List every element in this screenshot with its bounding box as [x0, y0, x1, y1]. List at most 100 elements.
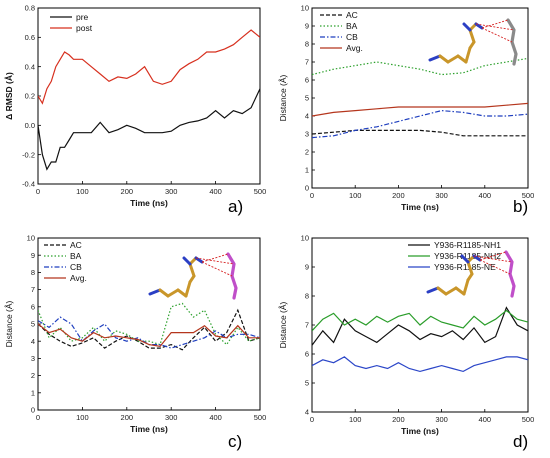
y-axis-label: Distance (Å) [4, 300, 14, 347]
y-tick-label: 3 [31, 354, 35, 363]
plot-frame [37, 7, 261, 185]
y-tick-label: -0.2 [22, 150, 35, 159]
y-tick-label: 1 [31, 388, 35, 397]
legend-entry: BA [70, 251, 82, 261]
x-tick-label: 500 [254, 413, 267, 422]
y-tick-label: 2 [305, 148, 309, 157]
x-tick-label: 400 [479, 191, 492, 200]
y-tick-label: 6 [31, 302, 35, 311]
x-tick-label: 100 [76, 187, 89, 196]
panel-b: 0 100 200 300 400 500 0 1 2 3 4 5 6 7 8 9 10 Time (ns) Dis… [278, 4, 534, 216]
y-tick-label: 1 [305, 166, 309, 175]
y-tick-label: 0.0 [25, 121, 35, 130]
x-tick-label: 500 [254, 187, 267, 196]
y-axis-label: Distance (Å) [278, 74, 288, 121]
y-tick-label: 9 [305, 263, 309, 272]
y-tick-label: 9 [31, 251, 35, 260]
panel-c: 0 100 200 300 400 500 0 1 2 3 4 5 6 7 8 9 10 Time (ns) Dis… [4, 234, 266, 451]
x-tick-label: 300 [165, 413, 178, 422]
series-line-y936-r1185-nh1 [312, 306, 528, 346]
x-tick-label: 100 [349, 415, 362, 424]
y-tick-label: 4 [305, 408, 309, 417]
x-tick-label: 0 [36, 187, 40, 196]
series-line-ba [312, 57, 528, 76]
x-tick-label: 300 [435, 415, 448, 424]
legend-entry: BA [346, 21, 358, 31]
y-tick-label: 7 [31, 285, 35, 294]
y-tick-label: 5 [305, 94, 309, 103]
x-tick-label: 100 [76, 413, 89, 422]
x-axis-label: Time (ns) [130, 198, 168, 208]
x-tick-label: 300 [435, 191, 448, 200]
panel-label: b) [513, 197, 528, 216]
x-tick-label: 0 [310, 415, 314, 424]
y-tick-label: 5 [305, 379, 309, 388]
legend-entry: Y936-R1185-NH1 [434, 240, 501, 250]
y-tick-label: 0.4 [25, 62, 35, 71]
y-tick-label: 0.8 [25, 4, 35, 13]
series-line-ba [38, 302, 260, 346]
x-tick-label: 200 [121, 187, 134, 196]
y-tick-label: 0.2 [25, 92, 35, 101]
x-tick-label: 200 [392, 415, 405, 424]
legend-entry: Avg. [70, 273, 87, 283]
molecule-inset-illustration [148, 252, 238, 300]
x-axis-label: Time (ns) [401, 426, 439, 436]
legend-entry: pre [76, 12, 89, 22]
series-line-cb [312, 109, 528, 139]
molecule-inset-illustration [428, 18, 518, 66]
panel-label: c) [228, 432, 242, 451]
x-tick-label: 400 [209, 413, 222, 422]
y-tick-label: 5 [31, 320, 35, 329]
series-line-avg- [38, 323, 260, 348]
y-tick-label: 0 [305, 184, 309, 193]
y-tick-label: 10 [301, 4, 309, 13]
plot-frame [311, 7, 529, 189]
x-tick-label: 0 [310, 191, 314, 200]
x-tick-label: 500 [522, 191, 535, 200]
y-tick-label: 0 [31, 406, 35, 415]
x-axis-label: Time (ns) [401, 202, 439, 212]
legend-entry: CB [70, 262, 82, 272]
y-tick-label: 9 [305, 22, 309, 31]
y-tick-label: 3 [305, 130, 309, 139]
y-tick-label: 10 [27, 234, 35, 243]
legend-entry: CB [346, 32, 358, 42]
x-tick-label: 0 [36, 413, 40, 422]
x-tick-label: 200 [121, 413, 134, 422]
y-tick-label: 6 [305, 76, 309, 85]
series-line-ac [38, 308, 260, 351]
y-tick-label: 4 [31, 337, 35, 346]
molecule-inset-illustration [426, 250, 516, 298]
y-tick-label: 7 [305, 58, 309, 67]
series-line-post [38, 29, 260, 105]
legend-entry: Y936-R1185-NH2 [434, 251, 501, 261]
panel-label: a) [228, 197, 243, 216]
x-axis-label: Time (ns) [130, 424, 168, 434]
legend-entry: post [76, 23, 93, 33]
y-tick-label: 0.6 [25, 33, 35, 42]
y-tick-label: -0.4 [22, 180, 35, 189]
y-tick-label: 7 [305, 321, 309, 330]
x-tick-label: 400 [209, 187, 222, 196]
y-axis-label: Distance (Å) [278, 301, 288, 348]
x-tick-label: 300 [165, 187, 178, 196]
x-tick-label: 200 [392, 191, 405, 200]
y-tick-label: 8 [305, 292, 309, 301]
y-tick-label: 6 [305, 350, 309, 359]
y-axis-label: Δ RMSD (Å) [4, 72, 14, 120]
series-line-ac [312, 129, 528, 137]
legend-entry: AC [70, 240, 82, 250]
panel-label: d) [513, 432, 528, 451]
panel-a: 0 100 200 300 400 500 -0.4 -0.2 0.0 0.2 0.4 0.6 0.8 T… [4, 4, 266, 216]
series-line-y936-r1185-ne [312, 356, 528, 373]
series-line-avg- [312, 102, 528, 117]
x-tick-label: 100 [349, 191, 362, 200]
series-line-y936-r1185-nh2 [312, 309, 528, 332]
x-tick-label: 500 [522, 415, 535, 424]
y-tick-label: 8 [31, 268, 35, 277]
x-tick-label: 400 [479, 415, 492, 424]
y-tick-label: 10 [301, 234, 309, 243]
legend-entry: AC [346, 10, 358, 20]
